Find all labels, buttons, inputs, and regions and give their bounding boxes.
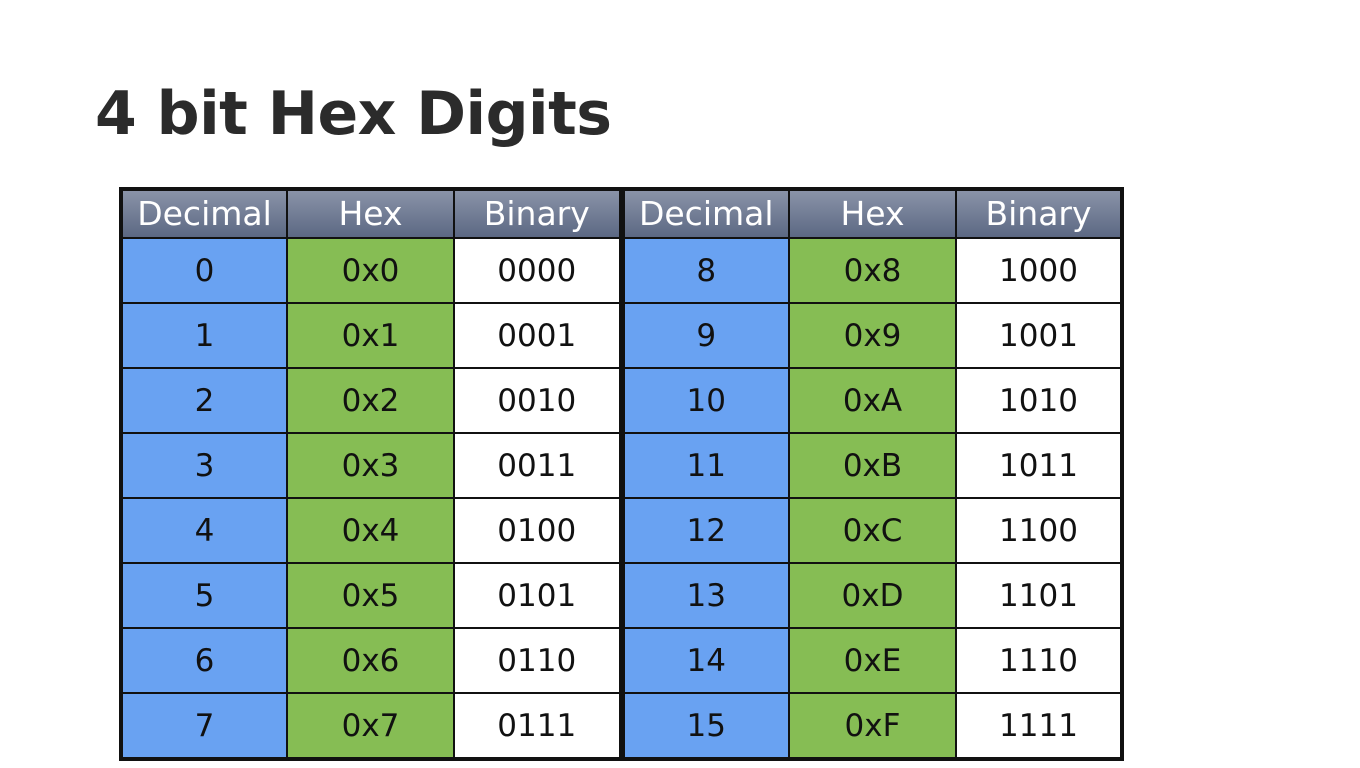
table-row: 8 0x8 1000 [622,237,1123,304]
binary-cell: 1011 [955,432,1123,499]
hex-cell: 0x3 [286,432,455,499]
decimal-cell: 7 [120,692,288,760]
slide-title: 4 bit Hex Digits [95,79,612,149]
binary-cell: 1110 [955,627,1123,694]
decimal-cell: 6 [120,627,288,694]
hex-cell: 0x9 [788,302,957,369]
binary-cell: 1101 [955,562,1123,629]
header-hex: Hex [286,188,455,239]
table-row: 10 0xA 1010 [622,367,1123,434]
hex-table-container: Decimal Hex Binary 0 0x0 0000 1 0x1 0001 2 0x2 0… [119,187,1124,761]
decimal-cell: 11 [622,432,790,499]
hex-cell: 0x7 [286,692,455,760]
table-body-right: 8 0x8 1000 9 0x9 1001 10 0xA 1010 11 0xB 1011 12 0xC 1… [622,237,1123,760]
decimal-cell: 15 [622,692,790,760]
binary-cell: 0111 [453,692,621,760]
binary-cell: 0001 [453,302,621,369]
hex-cell: 0xE [788,627,957,694]
binary-cell: 0110 [453,627,621,694]
hex-cell: 0xF [788,692,957,760]
header-hex: Hex [788,188,957,239]
table-row: 3 0x3 0011 [120,432,621,499]
table-row: 15 0xF 1111 [622,692,1123,760]
table-row: 9 0x9 1001 [622,302,1123,369]
hex-cell: 0x5 [286,562,455,629]
decimal-cell: 2 [120,367,288,434]
table-row: 14 0xE 1110 [622,627,1123,694]
table-row: 12 0xC 1100 [622,497,1123,564]
table-row: 4 0x4 0100 [120,497,621,564]
hex-cell: 0x8 [788,237,957,304]
binary-cell: 1001 [955,302,1123,369]
decimal-cell: 14 [622,627,790,694]
table-row: 11 0xB 1011 [622,432,1123,499]
decimal-cell: 10 [622,367,790,434]
binary-cell: 0000 [453,237,621,304]
decimal-cell: 12 [622,497,790,564]
header-row: Decimal Hex Binary [120,188,621,239]
header-row: Decimal Hex Binary [622,188,1123,239]
header-binary: Binary [453,188,621,239]
binary-cell: 0010 [453,367,621,434]
header-binary: Binary [955,188,1123,239]
hex-cell: 0xC [788,497,957,564]
binary-cell: 0011 [453,432,621,499]
hex-table-left: Decimal Hex Binary 0 0x0 0000 1 0x1 0001 2 0x2 0… [119,187,622,761]
table-row: 1 0x1 0001 [120,302,621,369]
decimal-cell: 0 [120,237,288,304]
hex-cell: 0xD [788,562,957,629]
binary-cell: 1000 [955,237,1123,304]
hex-cell: 0xA [788,367,957,434]
decimal-cell: 4 [120,497,288,564]
decimal-cell: 9 [622,302,790,369]
hex-cell: 0x2 [286,367,455,434]
table-row: 6 0x6 0110 [120,627,621,694]
table-row: 7 0x7 0111 [120,692,621,760]
table-body-left: 0 0x0 0000 1 0x1 0001 2 0x2 0010 3 0x3 0011 4 0x4 0100… [120,237,621,760]
decimal-cell: 8 [622,237,790,304]
table-row: 13 0xD 1101 [622,562,1123,629]
decimal-cell: 3 [120,432,288,499]
binary-cell: 1111 [955,692,1123,760]
decimal-cell: 1 [120,302,288,369]
header-decimal: Decimal [622,188,790,239]
hex-cell: 0x6 [286,627,455,694]
table-row: 5 0x5 0101 [120,562,621,629]
hex-cell: 0x4 [286,497,455,564]
binary-cell: 0101 [453,562,621,629]
binary-cell: 0100 [453,497,621,564]
header-decimal: Decimal [120,188,288,239]
binary-cell: 1100 [955,497,1123,564]
hex-table-right: Decimal Hex Binary 8 0x8 1000 9 0x9 1001 10 0xA… [621,187,1124,761]
decimal-cell: 13 [622,562,790,629]
binary-cell: 1010 [955,367,1123,434]
table-row: 0 0x0 0000 [120,237,621,304]
hex-cell: 0x1 [286,302,455,369]
decimal-cell: 5 [120,562,288,629]
hex-cell: 0x0 [286,237,455,304]
table-row: 2 0x2 0010 [120,367,621,434]
hex-cell: 0xB [788,432,957,499]
